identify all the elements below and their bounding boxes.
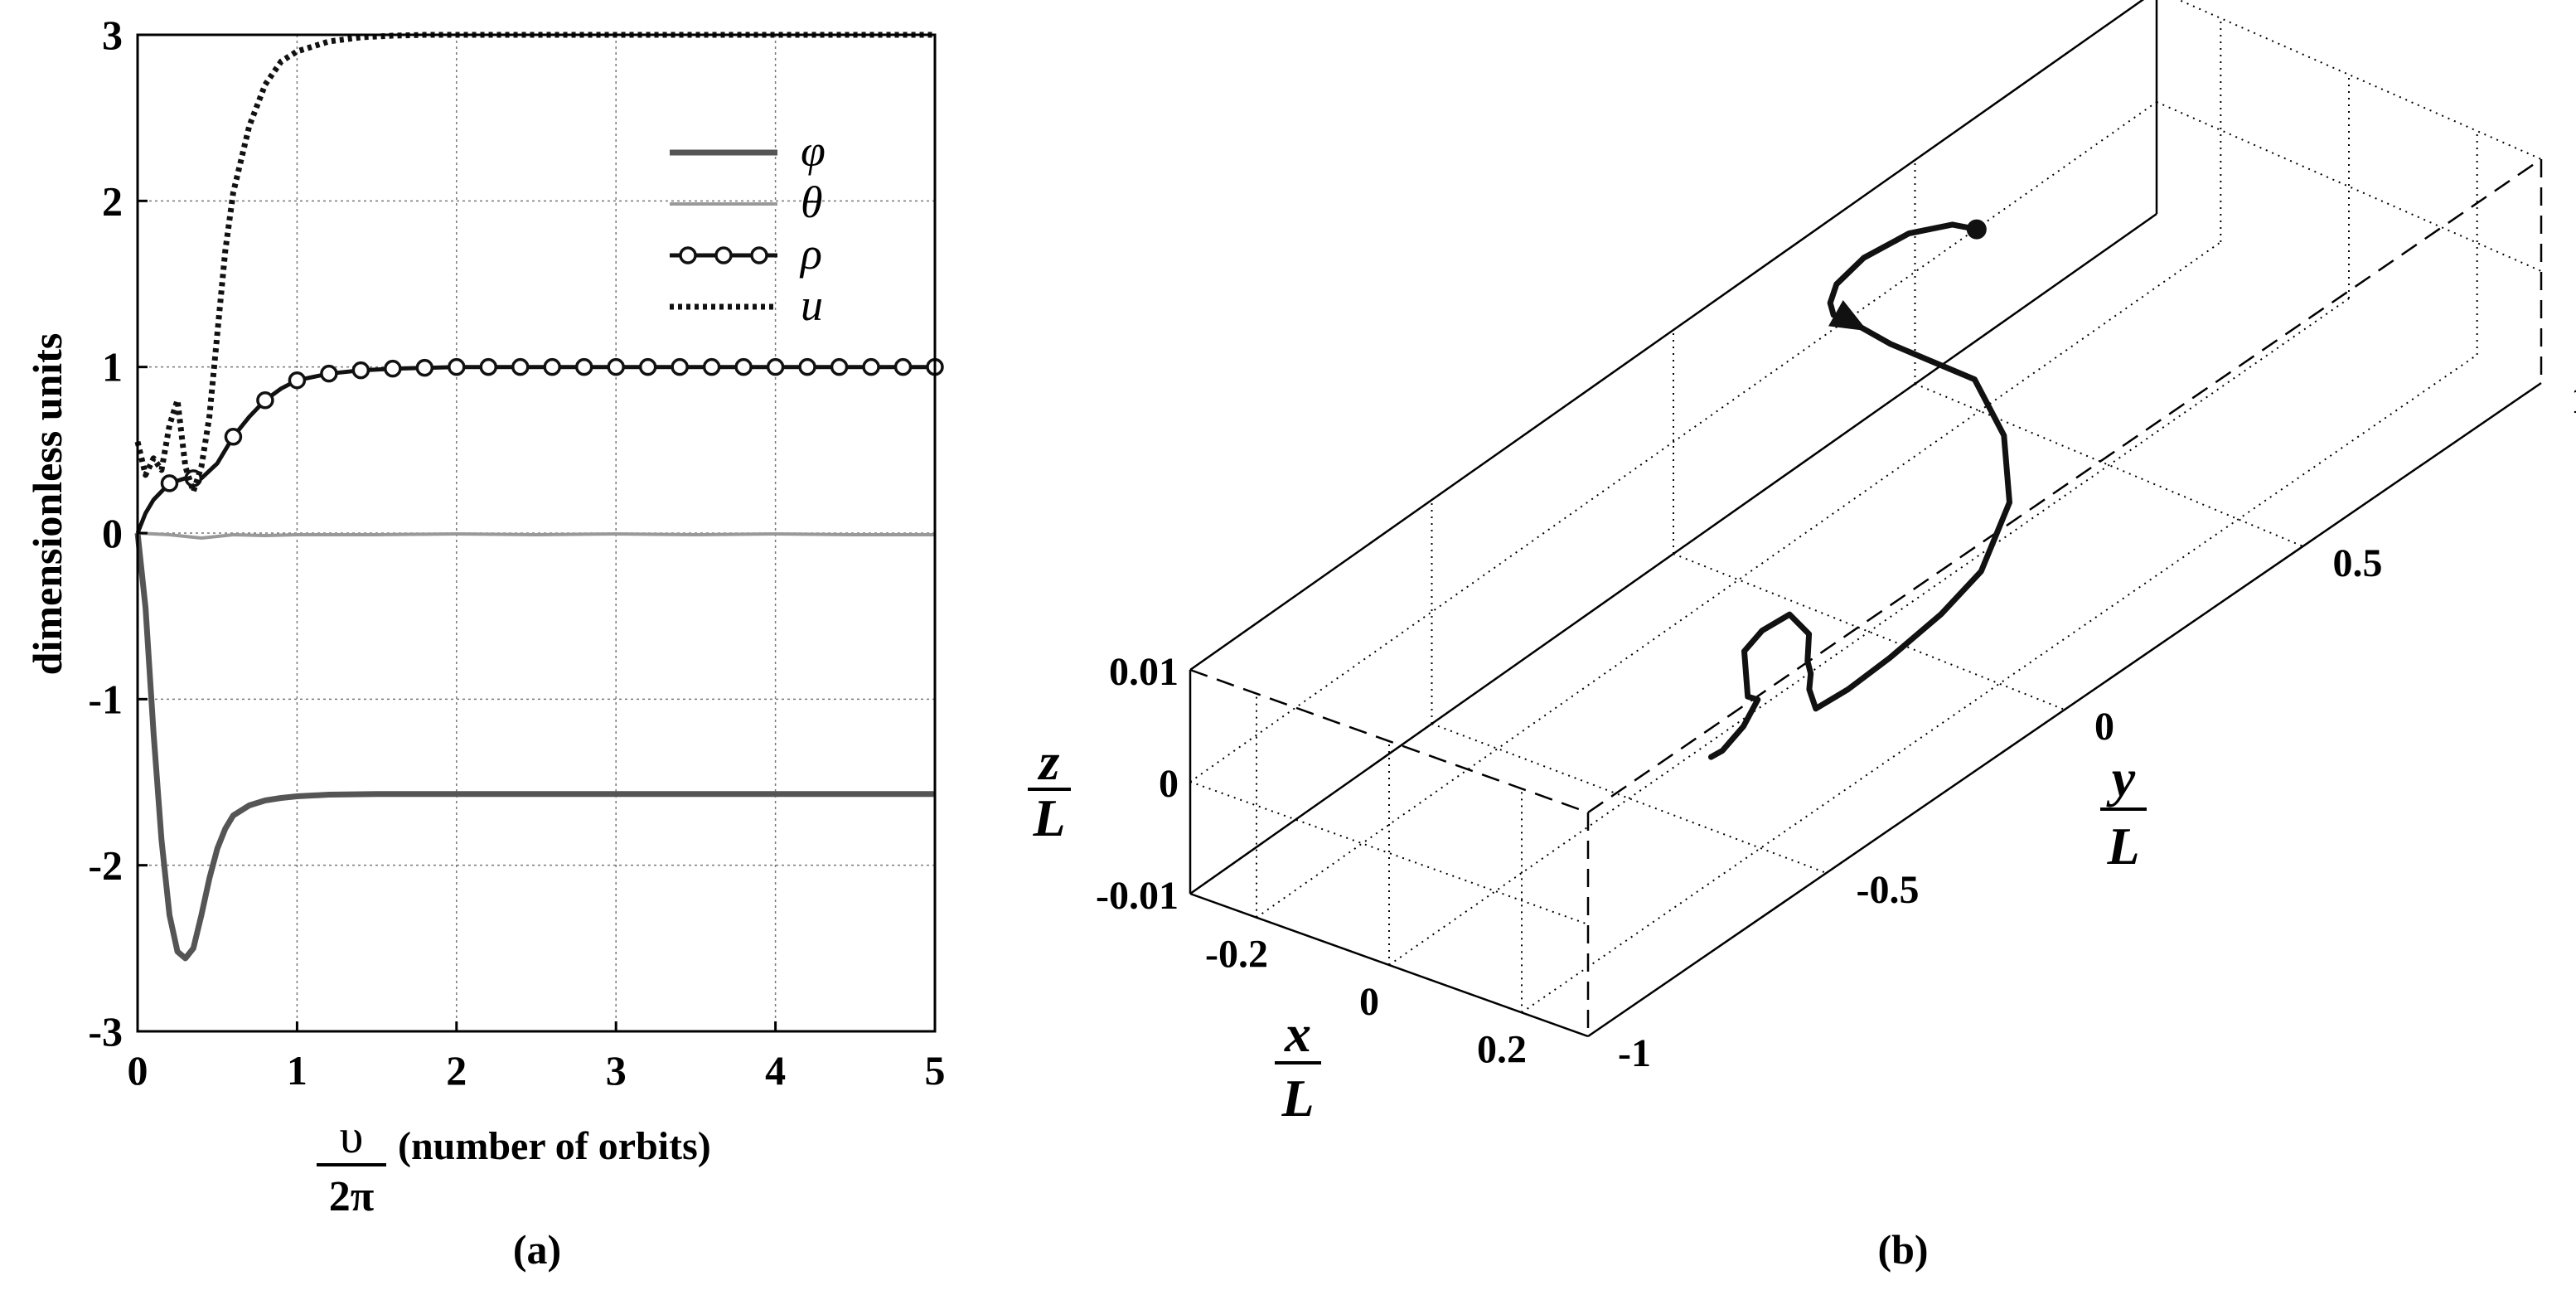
floor-grid-x xyxy=(1521,354,2478,1014)
panel-a-ytick-label: -1 xyxy=(88,676,123,722)
trajectory-start-marker xyxy=(1966,219,1987,240)
rho-marker-point xyxy=(320,364,338,383)
box-edge-dashed xyxy=(1587,158,2542,814)
panel-b-ytick-label: -0.5 xyxy=(1857,868,1920,912)
panel-a-ytick-label: 0 xyxy=(102,510,123,556)
rho-marker-point xyxy=(415,358,434,377)
legend-marker xyxy=(679,246,697,264)
panel-a-ylabel: dimensionless units xyxy=(24,333,70,676)
panel-a-ytick-label: 3 xyxy=(102,12,123,58)
rho-marker-point xyxy=(448,357,466,376)
panel-a-xtick-label: 3 xyxy=(606,1047,627,1094)
panel-b-xtick-label: 0 xyxy=(1359,980,1379,1024)
rho-marker-point xyxy=(511,357,530,376)
panel-b-ylabel-denominator: L xyxy=(2106,817,2139,875)
rho-marker-point xyxy=(256,390,274,410)
panel-b-ztick-label: -0.01 xyxy=(1096,874,1179,918)
panel-a-xtick-label: 2 xyxy=(446,1047,467,1094)
panel-b-xlabel-numerator: x xyxy=(1284,1004,1311,1063)
series-line-0 xyxy=(134,532,935,962)
panel-b-label: (b) xyxy=(1877,1226,1928,1273)
panel-b-ztick-label: 0 xyxy=(1159,762,1179,806)
legend-label-3: u xyxy=(801,280,823,330)
panel-a-xtick-label: 1 xyxy=(287,1047,307,1094)
panel-a-ytick-label: -2 xyxy=(88,842,123,889)
box-edge xyxy=(1189,212,2157,895)
rho-marker-point xyxy=(160,474,179,492)
panel-b-ztick-label: 0.01 xyxy=(1109,650,1179,694)
panel-b-zlabel-numerator: z xyxy=(1038,732,1060,791)
panel-b-ticks: -0.01 0 0.01 -0.2 0 0.2 -1 -0.5 0 0.5 1 xyxy=(1096,378,2576,1075)
rho-marker-point xyxy=(798,357,816,376)
panel-a-xlabel-denominator: 2π xyxy=(329,1173,375,1220)
rho-marker-point xyxy=(479,357,498,376)
panel-a-xtick-label: 5 xyxy=(925,1047,946,1094)
panel-a-ytick-label: 2 xyxy=(102,177,123,224)
box-edge xyxy=(1189,892,1589,1038)
legend-label-0: φ xyxy=(801,126,826,176)
rho-marker-point xyxy=(607,357,625,376)
panel-a-grid xyxy=(138,35,935,1031)
panel-a-xtick-label: 0 xyxy=(128,1047,148,1094)
rho-marker-point xyxy=(638,357,657,376)
legend-marker xyxy=(714,246,733,264)
legend-marker xyxy=(750,246,768,264)
panel-b-ytick-label: 1 xyxy=(2571,378,2576,422)
rho-marker-point xyxy=(224,428,243,446)
rho-marker-point xyxy=(574,357,593,376)
series-line-2 xyxy=(135,365,935,534)
box-edge xyxy=(1189,0,2145,672)
panel-b-xtick-label: -0.2 xyxy=(1205,933,1268,977)
farwall-grid-z0 xyxy=(2156,101,2542,272)
rho-marker-point xyxy=(830,357,849,376)
panel-a-ytick-label: 1 xyxy=(102,344,123,390)
panel-a-xlabel-numerator: υ xyxy=(340,1109,364,1163)
rho-marker-point xyxy=(862,357,880,376)
panel-b-box xyxy=(1189,0,2543,1038)
panel-b-trajectory xyxy=(1708,219,2012,760)
series-line-1 xyxy=(137,531,935,540)
panel-a-ytick-label: -3 xyxy=(88,1008,123,1055)
panel-a-ticks: 0 1 2 3 4 5 -3 -2 -1 0 1 2 3 xyxy=(88,12,945,1094)
panel-a-xlabel-suffix: (number of orbits) xyxy=(398,1124,711,1168)
rho-marker-point xyxy=(893,357,913,376)
rho-marker-point xyxy=(351,361,370,380)
trajectory-direction-arrow xyxy=(1828,300,1868,332)
panel-b-xlabel-denominator: L xyxy=(1281,1069,1314,1128)
box-edge xyxy=(1587,381,2542,1038)
rho-marker-point xyxy=(766,357,785,376)
box-edge-dashed xyxy=(1189,668,1589,814)
trajectory-line xyxy=(1708,221,2012,760)
floor-grid-y xyxy=(1431,723,1827,874)
floor-grid-x xyxy=(1256,241,2221,919)
panel-b-xtick-label: 0.2 xyxy=(1477,1027,1527,1071)
rho-marker-point xyxy=(702,357,721,376)
panel-b-ytick-label: 0.5 xyxy=(2333,541,2383,585)
floor-grid-x xyxy=(1388,298,2350,966)
nearwall-grid-z0 xyxy=(1189,781,1589,925)
rho-marker-point xyxy=(543,357,561,376)
rho-marker-point xyxy=(384,359,402,378)
panel-b-ylabel-numerator: y xyxy=(2106,749,2136,807)
panel-b-zlabel-denominator: L xyxy=(1032,788,1065,847)
rho-marker-point xyxy=(288,371,307,390)
wall-grid-z0 xyxy=(1189,101,2157,783)
legend-label-1: θ xyxy=(801,177,823,227)
rho-marker-point xyxy=(671,357,689,376)
panel-a-label: (a) xyxy=(513,1226,561,1273)
panel-b-ytick-label: 0 xyxy=(2094,705,2114,749)
panel-a-xtick-label: 4 xyxy=(765,1047,786,1094)
legend-label-2: ρ xyxy=(799,229,822,279)
rho-marker-point xyxy=(734,357,753,376)
panel-b-ytick-label: -1 xyxy=(1618,1031,1651,1075)
